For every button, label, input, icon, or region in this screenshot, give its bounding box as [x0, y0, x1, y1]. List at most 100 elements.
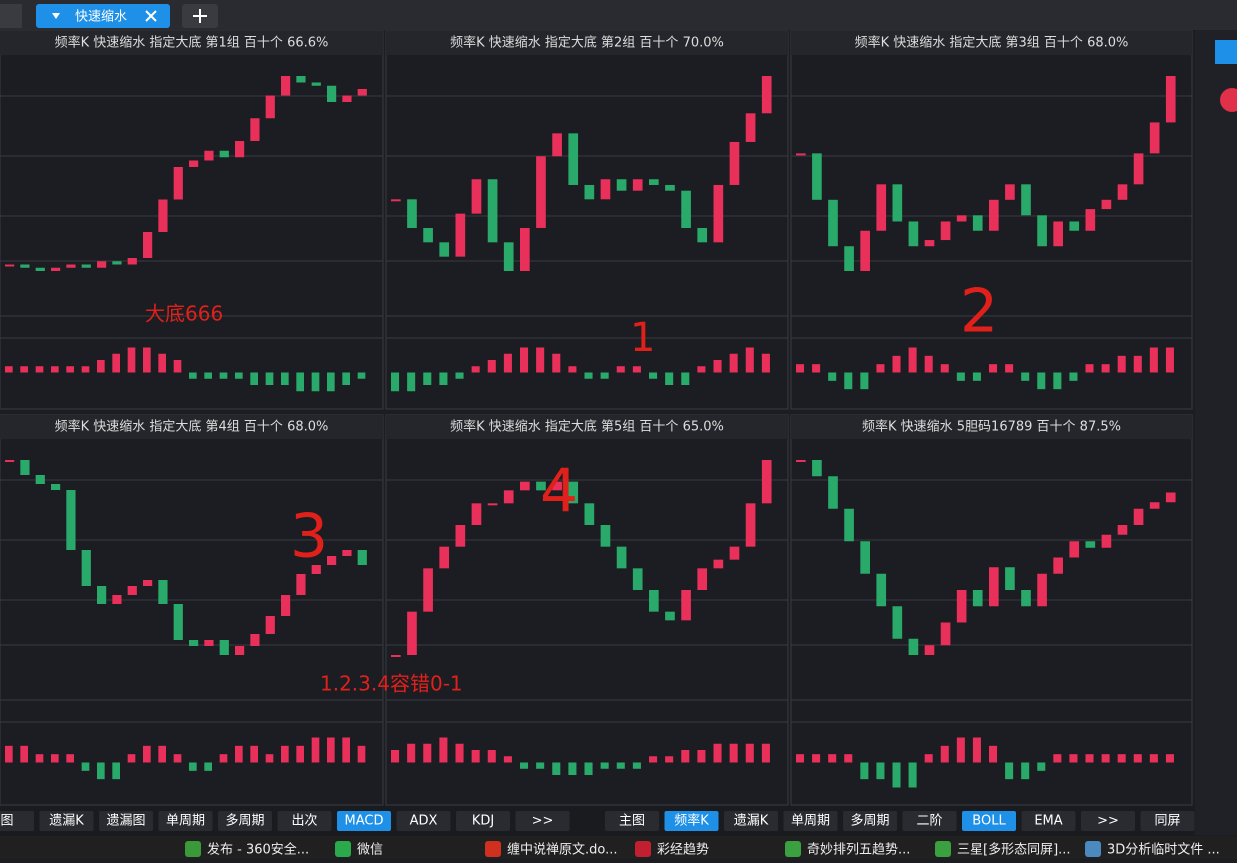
- toolbar-button[interactable]: [515, 811, 570, 831]
- candle: [860, 230, 870, 271]
- task-icon[interactable]: [1085, 841, 1101, 857]
- macd-bar: [127, 347, 136, 373]
- task-icon[interactable]: [785, 841, 801, 857]
- candle: [616, 179, 627, 191]
- macd-bar: [265, 754, 274, 763]
- macd-bar: [204, 372, 212, 379]
- macd-bar: [568, 762, 577, 775]
- candle: [1165, 492, 1176, 503]
- candle: [112, 261, 122, 265]
- candle: [584, 184, 595, 200]
- macd-bar: [1165, 347, 1174, 373]
- toolbar-button[interactable]: [396, 811, 451, 831]
- annotation: 1: [630, 315, 655, 361]
- toolbar-button[interactable]: [337, 811, 391, 831]
- candle: [552, 133, 562, 157]
- macd-bar: [173, 754, 182, 763]
- macd-bar: [1053, 754, 1062, 763]
- macd-bar: [745, 743, 754, 763]
- task-icon[interactable]: [335, 841, 351, 857]
- candle: [127, 258, 137, 265]
- toolbar-button[interactable]: [843, 811, 897, 831]
- candle: [35, 475, 45, 484]
- macd-bar: [713, 360, 722, 373]
- tab-close[interactable]: [145, 10, 157, 22]
- task-icon[interactable]: [185, 841, 201, 857]
- macd-bar: [327, 737, 335, 763]
- toolbar-button[interactable]: [605, 811, 659, 831]
- candle: [1005, 567, 1015, 590]
- toolbar-button[interactable]: [902, 811, 957, 831]
- macd-bar: [1085, 754, 1094, 763]
- macd-bar: [281, 745, 289, 763]
- candle: [97, 261, 107, 268]
- toolbar-button[interactable]: [99, 811, 153, 831]
- candle: [471, 503, 482, 525]
- sidebar-button[interactable]: [1215, 40, 1237, 64]
- candle: [66, 490, 76, 550]
- candle: [892, 606, 903, 639]
- macd-bar: [439, 737, 448, 763]
- candle: [924, 240, 935, 247]
- macd-bar: [1133, 754, 1142, 763]
- macd-bar: [204, 762, 212, 771]
- macd-bar: [600, 372, 609, 379]
- task-label: 缠中说禅原文.do...: [507, 842, 618, 858]
- macd-bar: [97, 762, 105, 780]
- candle: [1117, 525, 1128, 535]
- toolbar-button[interactable]: [962, 811, 1016, 831]
- candle: [1021, 184, 1031, 216]
- candle: [1005, 184, 1015, 200]
- macd-bar: [649, 756, 658, 763]
- candle: [1037, 215, 1047, 247]
- macd-bar: [1149, 347, 1158, 373]
- home-button[interactable]: [0, 4, 22, 28]
- toolbar-button[interactable]: [39, 811, 94, 831]
- macd-bar: [729, 353, 738, 373]
- toolbar-button[interactable]: [456, 811, 510, 831]
- macd-bar: [844, 372, 853, 390]
- macd-bar: [235, 745, 243, 763]
- toolbar-button[interactable]: [0, 811, 34, 831]
- candle: [761, 460, 772, 504]
- task-icon[interactable]: [635, 841, 651, 857]
- toolbar-label: 图: [0, 814, 13, 829]
- toolbar-button[interactable]: [1081, 811, 1135, 831]
- toolbar-button[interactable]: [158, 811, 213, 831]
- macd-bar: [940, 364, 949, 373]
- candle: [536, 481, 546, 491]
- toolbar-button[interactable]: [277, 811, 332, 831]
- task-icon[interactable]: [935, 841, 951, 857]
- macd-bar: [357, 372, 366, 379]
- toolbar-label: 单周期: [166, 814, 205, 829]
- candle: [487, 503, 498, 506]
- tab-label: 快速缩水: [75, 9, 127, 25]
- macd-bar: [296, 745, 304, 763]
- candle: [189, 160, 199, 167]
- macd-bar: [20, 745, 28, 763]
- candle: [665, 611, 675, 621]
- macd-bar: [681, 750, 690, 763]
- candle: [112, 595, 122, 604]
- macd-bar: [97, 360, 105, 373]
- panel-title: 频率K 快速缩水 5胆码16789 百十个 87.5%: [862, 419, 1121, 435]
- tab[interactable]: [36, 4, 170, 28]
- macd-bar: [681, 372, 690, 385]
- toolbar-button[interactable]: [783, 811, 838, 831]
- toolbar-button[interactable]: [664, 811, 719, 831]
- toolbar-label: 遗漏K: [49, 813, 84, 829]
- candle: [20, 460, 30, 475]
- macd-bar: [860, 372, 869, 390]
- toolbar-button[interactable]: [724, 811, 778, 831]
- toolbar-button[interactable]: [218, 811, 272, 831]
- candle: [235, 646, 245, 655]
- task-icon[interactable]: [485, 841, 501, 857]
- toolbar-button[interactable]: [1140, 811, 1195, 831]
- candle: [423, 568, 433, 612]
- candle: [989, 199, 999, 231]
- toolbar-button[interactable]: [1021, 811, 1076, 831]
- toolbar-label: ADX: [410, 814, 438, 829]
- candle: [697, 227, 708, 243]
- macd-bar: [536, 762, 545, 769]
- candle: [956, 590, 967, 623]
